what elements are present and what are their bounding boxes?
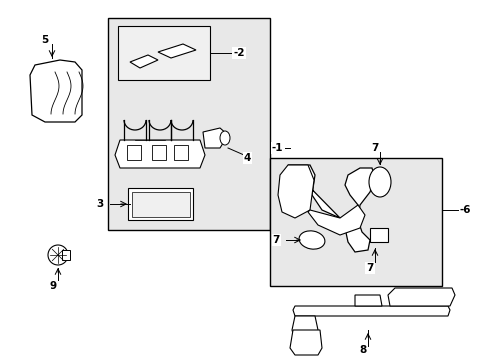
Polygon shape [289,330,321,355]
Text: 9: 9 [49,281,57,291]
Bar [108,18,269,230]
Polygon shape [203,128,227,148]
Polygon shape [130,55,158,68]
Polygon shape [291,316,317,340]
Polygon shape [30,60,82,122]
Polygon shape [387,288,454,306]
Polygon shape [115,140,204,168]
Text: 3: 3 [97,199,104,209]
Bar [127,145,141,160]
Bar [269,158,441,286]
Bar [174,145,187,160]
Ellipse shape [220,131,229,145]
Bar [369,228,387,242]
Text: 5: 5 [41,35,48,45]
Polygon shape [287,165,374,252]
Polygon shape [292,306,449,316]
Ellipse shape [368,167,390,197]
Text: -6: -6 [459,205,470,215]
Polygon shape [158,44,196,58]
Bar [62,250,70,260]
Bar [152,145,165,160]
Text: -1: -1 [271,143,283,153]
Text: 7: 7 [272,235,280,245]
Text: 7: 7 [370,143,378,153]
Bar [128,188,193,220]
Bar [118,26,209,80]
Polygon shape [307,205,364,235]
Text: 8: 8 [359,345,366,355]
Text: 7: 7 [366,263,373,273]
Polygon shape [354,295,381,306]
Polygon shape [278,165,313,218]
Bar [132,192,190,217]
Ellipse shape [48,245,68,265]
Text: -2: -2 [232,48,244,58]
Ellipse shape [299,231,324,249]
Text: 4: 4 [244,153,251,163]
